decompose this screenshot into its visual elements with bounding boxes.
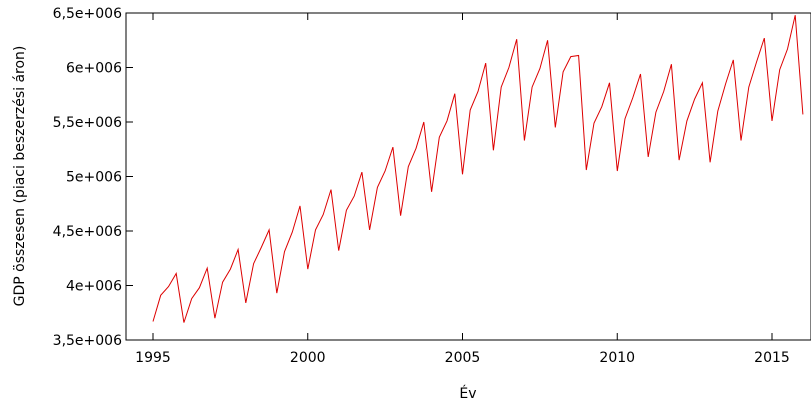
x-axis-ticks: 1995 2000 2005 2010 2015	[135, 13, 790, 366]
y-axis-ticks: 3,5e+006 4e+006 4,5e+006 5e+006 5,5e+006 6e+0…	[53, 6, 133, 349]
plot-frame	[125, 12, 811, 341]
x-tick-label: 2010	[599, 350, 635, 366]
x-axis-title: Év	[459, 385, 476, 402]
y-tick-label: 4e+006	[66, 279, 122, 295]
x-tick-label: 1995	[135, 350, 171, 366]
x-tick-label: 2005	[445, 350, 481, 366]
y-tick-label: 5e+006	[66, 170, 122, 186]
series-layer	[152, 15, 804, 323]
x-tick-label: 2000	[290, 350, 326, 366]
y-tick-label: 5,5e+006	[53, 115, 122, 131]
y-tick-label: 6,5e+006	[53, 6, 122, 22]
y-axis-title: GDP összesen (piaci beszerzési áron)	[12, 46, 28, 307]
y-tick-label: 4,5e+006	[53, 224, 122, 240]
gdp-series-line	[152, 15, 804, 323]
x-tick-label: 2015	[754, 350, 790, 366]
y-tick-label: 3,5e+006	[53, 333, 122, 349]
y-tick-label: 6e+006	[66, 61, 122, 77]
